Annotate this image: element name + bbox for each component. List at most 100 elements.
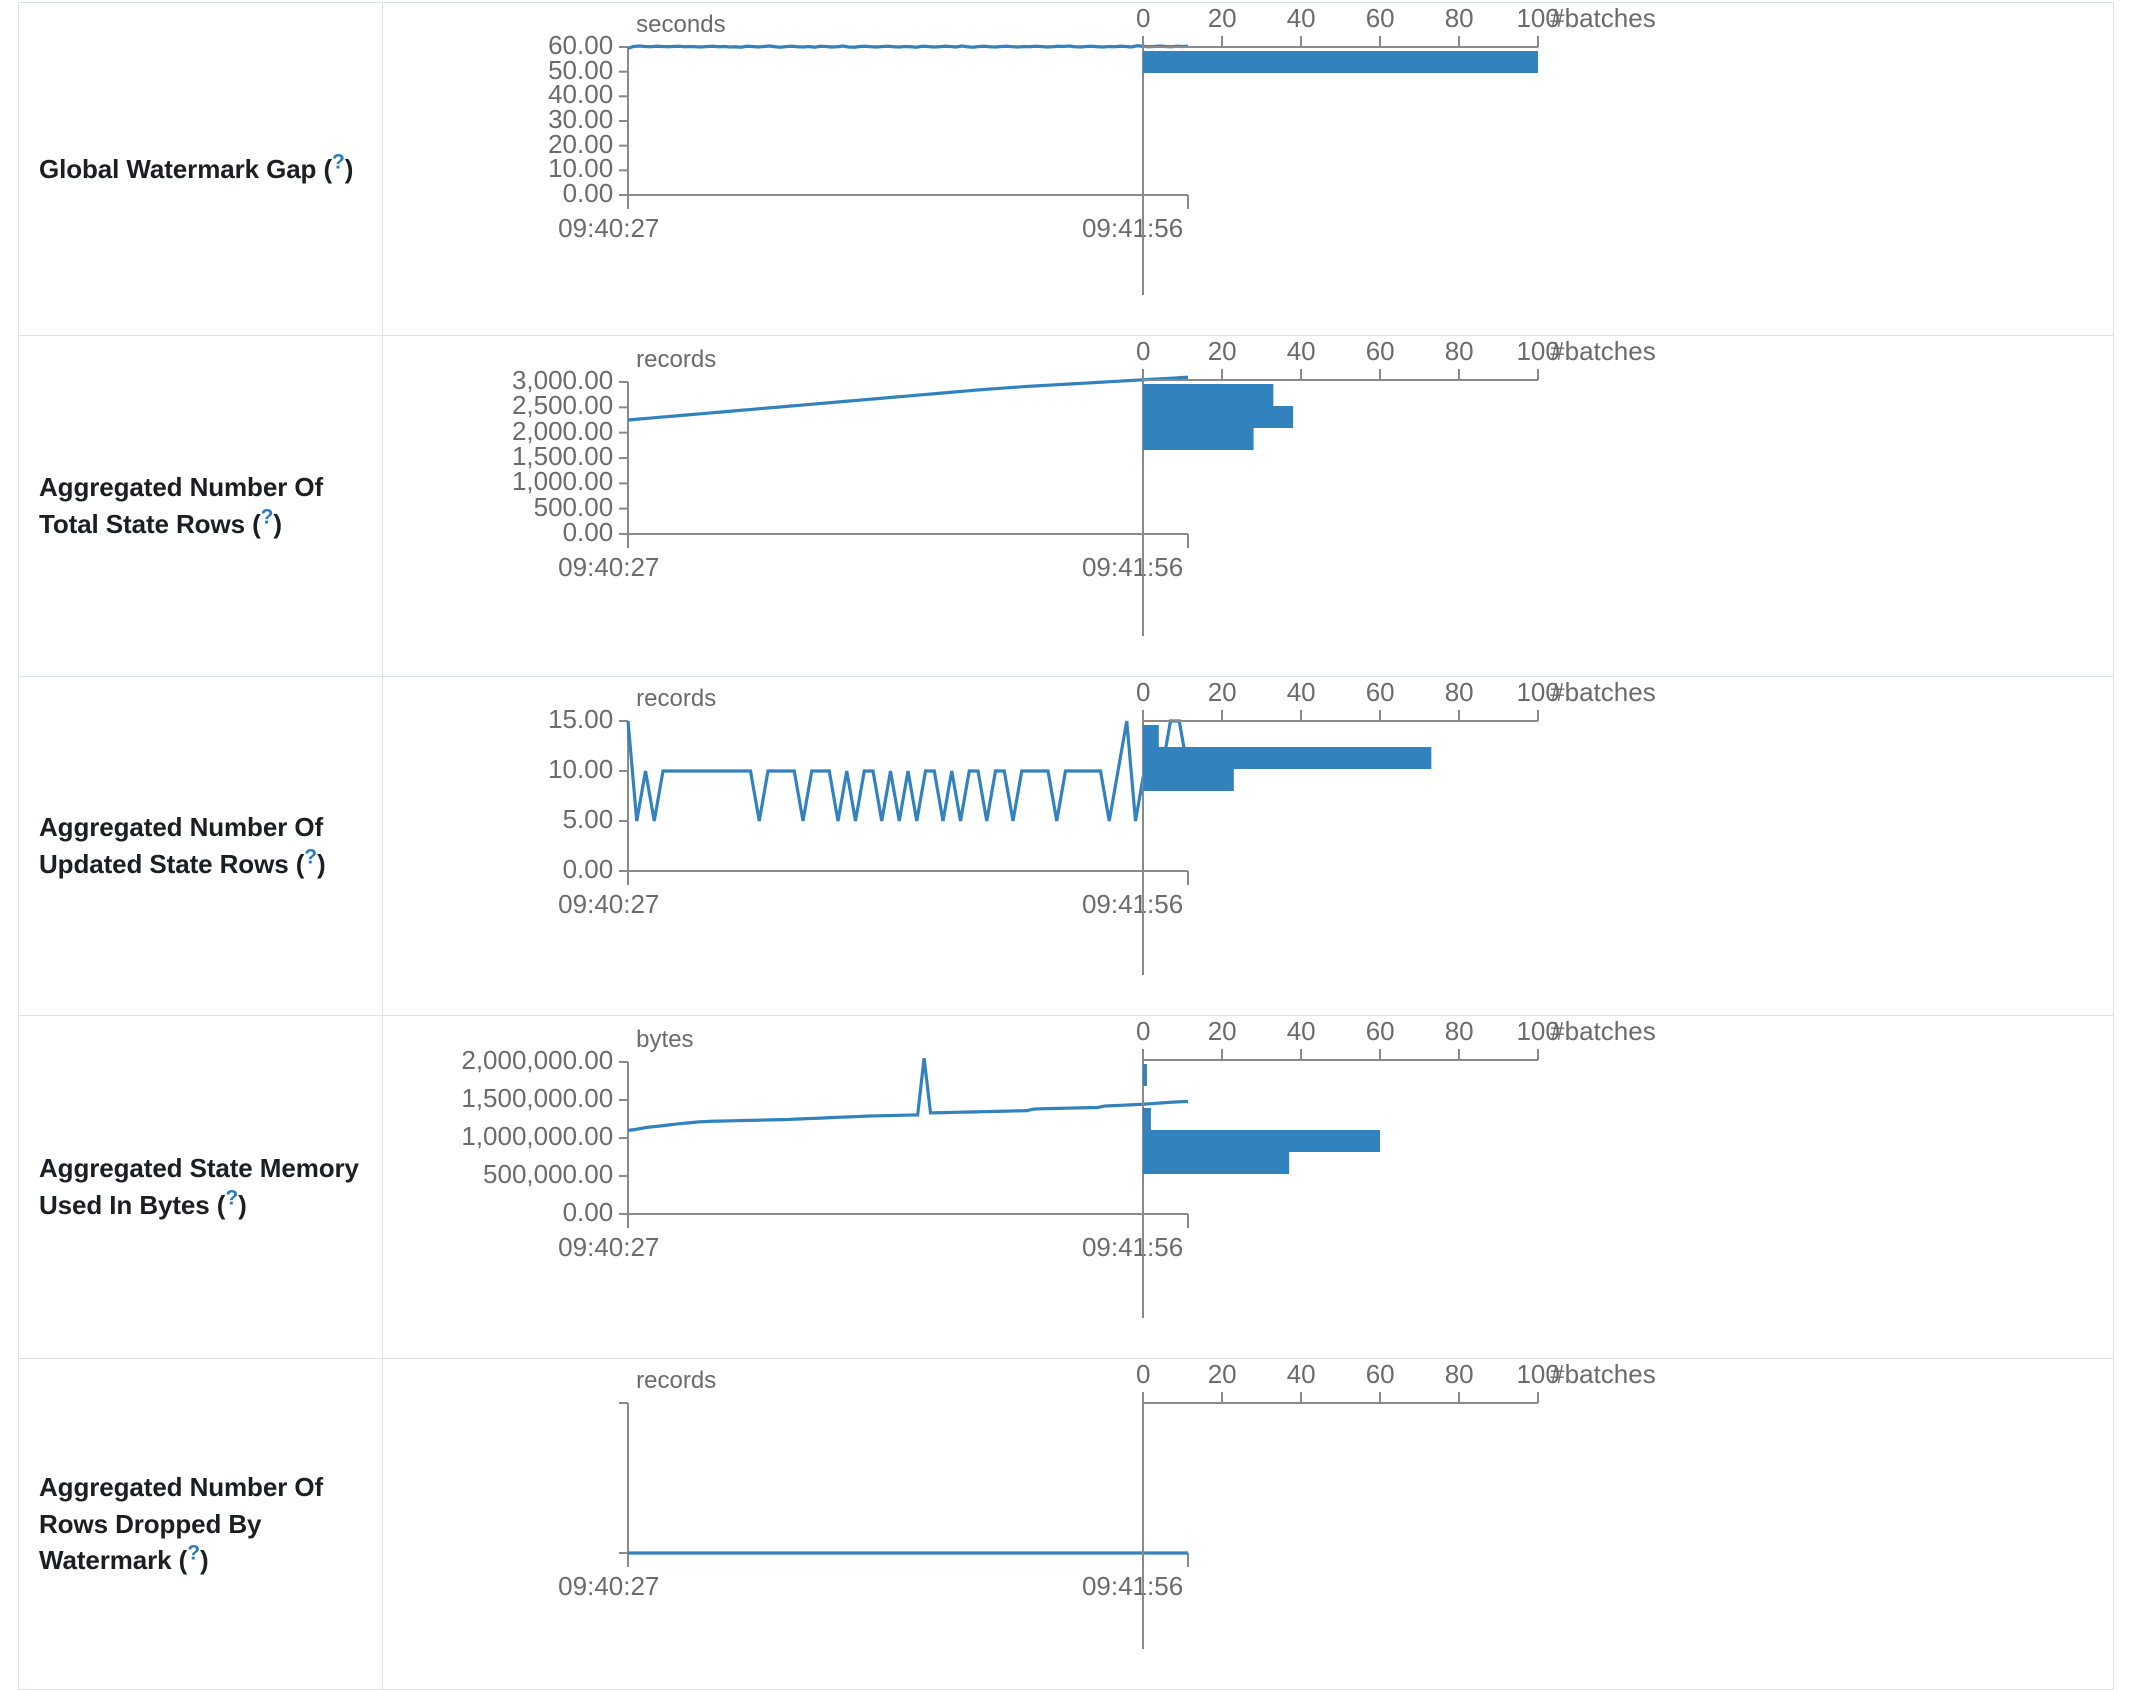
metric-label-aggregated-number-of-updated-state-rows: Aggregated Number Of Updated State Rows … [19, 809, 382, 883]
chart-cell-aggregated-number-of-rows-dropped-by-watermark: records 09:40:27 09:41:56 0 20 40 60 80 100 #batc… [383, 1359, 2113, 1689]
timeline-y-tick: 20.00 [548, 128, 614, 159]
histogram-tick-label: 60 [1365, 1016, 1395, 1046]
help-close-paren: ) [238, 1190, 247, 1220]
help-icon[interactable]: ? [225, 1186, 239, 1210]
timeline-x-end-label: 09:41:56 [1081, 552, 1184, 582]
timeline-y-tick: 0.00 [562, 517, 614, 547]
timeline-unit-label: records [636, 1367, 717, 1394]
timeline-x-start-label: 09:40:27 [558, 213, 660, 243]
histogram-bar [1143, 1108, 1152, 1130]
histogram-tick-label: 20 [1207, 3, 1237, 33]
histogram-bar [1143, 725, 1159, 747]
histogram-tick-label: 0 [1135, 3, 1151, 33]
chart-cell-aggregated-number-of-updated-state-rows: records 0.00 5.00 10.00 15.00 09:40:27 09:41:5… [383, 677, 2113, 1015]
timeline-series-line [626, 719, 1190, 822]
metric-label-text: Aggregated Number Of Rows Dropped By Wat… [39, 1471, 324, 1576]
timeline-y-tick: 10.00 [548, 153, 614, 184]
histogram-tick-label: 40 [1286, 677, 1316, 707]
chart-cell-aggregated-number-of-total-state-rows: records 0.00 500.00 1,000.00 1,500.00 2,000.0… [383, 336, 2113, 676]
timeline-x-start-label: 09:40:27 [558, 552, 660, 582]
timeline-y-tick: 1,000.00 [511, 466, 614, 497]
histogram-bar [1143, 428, 1254, 450]
table-row: Global Watermark Gap (?) seconds 0.00 10.00… [17, 2, 2114, 336]
help-icon[interactable]: ? [304, 845, 317, 869]
timeline-unit-label: records [636, 685, 717, 712]
histogram-tick-label: 80 [1444, 336, 1474, 366]
histogram-tick-label: 20 [1207, 1359, 1237, 1389]
histogram-tick-label: 100 [1516, 677, 1560, 707]
timeline-y-tick: 1,000,000.00 [461, 1121, 614, 1151]
help-icon[interactable]: ? [187, 1541, 200, 1565]
histogram-tick-label: 100 [1516, 3, 1560, 33]
timeline-x-end-label: 09:41:56 [1081, 1232, 1184, 1262]
timeline-x-start-label: 09:40:27 [558, 1232, 660, 1262]
timeline-y-tick: 2,000.00 [511, 415, 614, 446]
metric-label-aggregated-number-of-total-state-rows: Aggregated Number Of Total State Rows (?… [19, 469, 382, 543]
histogram-chart-global-watermark-gap[interactable] [383, 3, 2113, 335]
timeline-x-start-label: 09:40:27 [558, 1571, 660, 1601]
histogram-chart-aggregated-number-of-updated-state-rows[interactable] [383, 677, 2113, 1015]
histogram-tick-label: 60 [1365, 3, 1395, 33]
timeline-y-tick: 3,000.00 [511, 365, 614, 395]
timeline-unit-label: seconds [636, 11, 726, 38]
histogram-tick-label: 20 [1207, 677, 1237, 707]
histogram-chart-aggregated-number-of-total-state-rows[interactable] [383, 336, 2113, 676]
help-open-paren: ( [295, 849, 305, 879]
help-icon[interactable]: ? [332, 149, 345, 173]
timeline-y-tick: 2,500.00 [511, 390, 614, 421]
metric-label-global-watermark-gap: Global Watermark Gap (?) [19, 151, 382, 188]
histogram-bar [1143, 51, 1539, 73]
statistics-rows: Global Watermark Gap (?) seconds 0.00 10.00… [17, 2, 2114, 1690]
histogram-bar [1143, 1130, 1381, 1152]
histogram-tick-label: 20 [1207, 1016, 1237, 1046]
timeline-y-tick: 10.00 [548, 754, 614, 784]
histogram-bar [1143, 747, 1432, 769]
histogram-tick-label: 40 [1286, 3, 1316, 33]
timeline-chart-global-watermark-gap[interactable] [383, 3, 2113, 335]
timeline-chart-aggregated-number-of-rows-dropped-by-watermark[interactable] [383, 1359, 2113, 1689]
streaming-statistics-table: Global Watermark Gap (?) seconds 0.00 10.00… [17, 2, 2114, 1690]
timeline-x-end-label: 09:41:56 [1081, 1571, 1184, 1601]
metric-label-aggregated-number-of-rows-dropped-by-watermark: Aggregated Number Of Rows Dropped By Wat… [19, 1469, 382, 1580]
chart-cell-global-watermark-gap: seconds 0.00 10.00 20.00 30.00 40.00 50.00 60.0… [383, 3, 2113, 335]
timeline-y-tick: 30.00 [548, 104, 614, 134]
histogram-unit-label: #batches [1550, 677, 1656, 707]
timeline-y-tick: 15.00 [548, 704, 614, 734]
help-icon[interactable]: ? [260, 505, 274, 529]
histogram-tick-label: 0 [1135, 677, 1151, 707]
timeline-unit-label: records [636, 346, 717, 373]
timeline-chart-aggregated-state-memory-used-in-bytes[interactable] [383, 1016, 2113, 1358]
help-open-paren: ( [216, 1190, 226, 1220]
histogram-chart-aggregated-number-of-rows-dropped-by-watermark[interactable] [383, 1359, 2113, 1689]
histogram-unit-label: #batches [1550, 336, 1656, 366]
timeline-chart-aggregated-number-of-total-state-rows[interactable] [383, 336, 2113, 676]
histogram-unit-label: #batches [1550, 1359, 1656, 1389]
help-close-paren: ) [199, 1545, 209, 1576]
timeline-x-start-label: 09:40:27 [558, 889, 660, 919]
histogram-chart-aggregated-state-memory-used-in-bytes[interactable] [383, 1016, 2113, 1358]
histogram-tick-label: 80 [1444, 3, 1474, 33]
table-row: Aggregated State Memory Used In Bytes (?… [17, 1015, 2114, 1359]
histogram-tick-label: 40 [1286, 1359, 1316, 1389]
timeline-y-tick: 500.00 [533, 491, 614, 522]
metric-label-text: Aggregated State Memory Used In Bytes [39, 1153, 359, 1220]
histogram-tick-label: 60 [1365, 1359, 1395, 1389]
timeline-y-tick: 50.00 [548, 54, 614, 85]
histogram-tick-label: 20 [1207, 336, 1237, 366]
timeline-chart-aggregated-number-of-updated-state-rows[interactable] [383, 677, 2113, 1015]
histogram-tick-label: 60 [1365, 677, 1395, 707]
timeline-y-tick: 60.00 [548, 30, 614, 60]
timeline-x-end-label: 09:41:56 [1081, 889, 1184, 919]
timeline-series-line [628, 375, 1189, 422]
metric-label-text: Aggregated Number Of Total State Rows [39, 472, 324, 539]
timeline-y-tick: 0.00 [562, 178, 614, 208]
help-close-paren: ) [317, 849, 326, 879]
timeline-x-end-label: 09:41:56 [1081, 213, 1184, 243]
timeline-y-tick: 5.00 [562, 804, 614, 834]
timeline-y-tick: 40.00 [548, 79, 614, 110]
timeline-y-tick: 1,500.00 [511, 441, 614, 471]
timeline-y-tick: 0.00 [562, 1197, 614, 1227]
metric-label-text: Aggregated Number Of Updated State Rows [39, 812, 324, 879]
histogram-unit-label: #batches [1550, 1016, 1656, 1046]
histogram-tick-label: 100 [1516, 1016, 1560, 1046]
